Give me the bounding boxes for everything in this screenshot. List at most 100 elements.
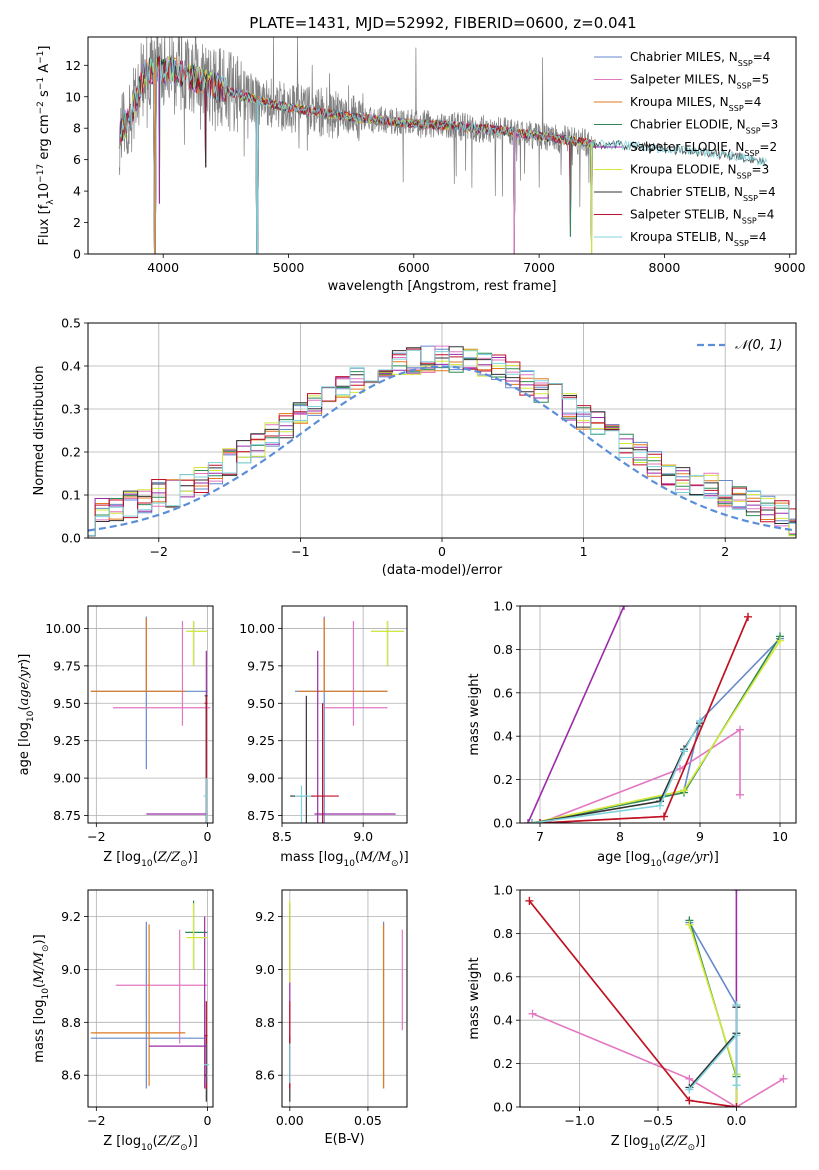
label-part: )]	[32, 934, 47, 944]
legend-label: Salpeter ELODIE, NSSP=2	[630, 140, 777, 158]
tick-label-y: 9.0	[255, 962, 275, 977]
tick-label-x: 9.0	[353, 829, 373, 844]
label-part: A	[37, 64, 52, 77]
mass-weight-marker	[528, 819, 536, 823]
legend-subscript: SSP	[744, 149, 759, 158]
axes-frame	[281, 889, 408, 1108]
mass-weight-marker	[776, 636, 784, 645]
mass-weight-marker	[685, 1096, 694, 1105]
label-part: (	[153, 850, 158, 865]
x-axis-label: (data-model)/error	[382, 563, 503, 578]
tick-label-y: 8.8	[255, 1015, 275, 1030]
mass-weight-marker	[524, 819, 532, 823]
x-axis-label: Z [log10(Z/Z⊙)]	[103, 1134, 198, 1153]
residual-histogram-step	[88, 348, 796, 536]
label-part: Z [log	[611, 1134, 649, 1149]
axes-spectrum: 4000 5000 6000 7000 8000 9000 0 2 4 6 8 10 12 wavelen…	[36, 36, 806, 294]
plot-content-mass_weight_vs_metallicity	[525, 890, 788, 1107]
tick-label-y: 0.6	[493, 685, 513, 700]
legend-name: Chabrier ELODIE, N	[630, 118, 746, 132]
x-axis-label: Z [log10(Z/Z⊙)]	[611, 1134, 706, 1153]
mass-weight-marker	[660, 812, 668, 821]
axes-frame	[87, 889, 214, 1108]
mass-weight-marker	[676, 764, 684, 773]
mass-weight-marker	[696, 717, 704, 726]
label-part: ]	[37, 46, 52, 51]
legend-count: =4	[758, 185, 776, 199]
mass-weight-marker	[685, 920, 694, 929]
legend-name: Salpeter ELODIE, N	[630, 140, 744, 154]
axes-frame	[87, 36, 797, 255]
tick-label-x: 5000	[273, 260, 305, 275]
label-part: M/M	[32, 951, 47, 984]
plot-content-mass_vs_ebv	[289, 900, 403, 1102]
tick-label-y: 0.3	[61, 402, 81, 417]
label-part: 10	[343, 859, 355, 869]
legend-subscript: SSP	[737, 171, 752, 180]
tick-label-y: 0.6	[493, 969, 513, 984]
mass-weight-marker	[685, 1085, 694, 1094]
figure-title: PLATE=1431, MJD=52992, FIBERID=0600, z=0…	[249, 14, 636, 32]
tick-label-x: 8000	[649, 260, 681, 275]
tick-label-y: 0.2	[493, 772, 513, 787]
label-part: mass [log	[280, 850, 343, 865]
tick-label-y: 0.4	[493, 729, 513, 744]
tick-label-y: 0.0	[493, 1100, 513, 1115]
legend-subscript: SSP	[737, 81, 752, 90]
axes-mass_vs_metallicity: −2 08.68.89.09.2Z [log10(Z/Z⊙)]mass [log1…	[32, 889, 214, 1153]
x-axis-label: E(B-V)	[324, 1132, 364, 1147]
tick-label-y: 8.6	[255, 1068, 275, 1083]
legend-count: =4	[753, 50, 771, 64]
label-part: (	[660, 1134, 665, 1149]
tick-label-y: 0.8	[493, 926, 513, 941]
legend-subscript: SSP	[743, 194, 758, 203]
label-part: 10	[141, 1143, 153, 1153]
label-part: ⊙	[391, 859, 399, 869]
mass-weight-marker	[680, 747, 688, 756]
tick-label-x: 2	[721, 544, 729, 559]
observed-spectrum	[118, 37, 592, 208]
label-part: )]	[695, 1134, 705, 1149]
plot-content-mass_weight_vs_age	[524, 606, 784, 823]
plot-area: 4000 5000 6000 7000 8000 9000024681012wavelen…	[17, 36, 806, 1153]
mass-weight-marker	[680, 786, 688, 795]
tick-label-y: 0	[73, 247, 81, 262]
residual-histogram-step	[88, 353, 796, 537]
mass-weight-marker	[736, 725, 744, 734]
tick-label-x: 7000	[523, 260, 555, 275]
label-part: (	[17, 706, 32, 711]
tick-label-x: 8.5	[272, 829, 292, 844]
axes-frame	[87, 605, 214, 824]
label-part: λ	[46, 199, 56, 205]
x-axis-label: mass [log10(M/M⊙)]	[280, 850, 408, 869]
label-part: 10	[26, 710, 36, 722]
tick-label-x: −0.5	[643, 1113, 673, 1128]
mass-weight-marker	[732, 1081, 741, 1090]
x-axis-label: wavelength [Angstrom, rest frame]	[328, 279, 557, 294]
y-axis-label: age [log10(age/yr)]	[17, 654, 36, 776]
axes-frame	[519, 605, 797, 824]
legend-count: =2	[759, 140, 777, 154]
label-part: (	[32, 983, 47, 988]
legend-subscript: SSP	[742, 216, 757, 225]
legend-label: Chabrier MILES, NSSP=4	[630, 50, 770, 68]
tick-label-y: 1.0	[493, 599, 513, 614]
label-part: s	[37, 90, 52, 101]
legend-name: Salpeter STELIB, N	[630, 208, 742, 222]
label-part: Z [log	[103, 850, 141, 865]
tick-label-y: 8.6	[61, 1068, 81, 1083]
label-part: )]	[188, 1134, 198, 1149]
tick-label-y: 0.2	[61, 445, 81, 460]
legend-name: Chabrier MILES, N	[630, 50, 738, 64]
label-part: −2	[36, 101, 46, 114]
legend-count: =4	[749, 230, 767, 244]
label-part: 10	[649, 1143, 661, 1153]
legend-count: =3	[761, 118, 779, 132]
tick-label-x: 9	[696, 829, 704, 844]
plot-content-mass_vs_metallicity	[90, 900, 210, 1102]
tick-label-y: 0.1	[61, 488, 81, 503]
mass-weight-marker	[732, 1001, 741, 1010]
label-part: Flux [f	[37, 204, 52, 245]
